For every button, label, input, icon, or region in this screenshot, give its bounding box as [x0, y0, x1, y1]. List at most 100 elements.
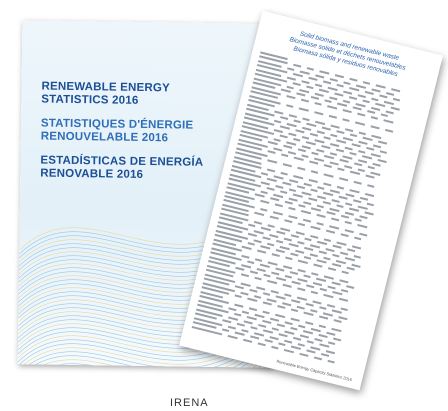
cell	[346, 285, 355, 290]
cell	[385, 128, 394, 133]
cell	[329, 77, 338, 82]
cell	[275, 184, 284, 189]
cell	[297, 240, 305, 245]
cell	[322, 201, 331, 205]
cell	[274, 119, 282, 124]
cell	[306, 85, 314, 90]
cell	[316, 204, 325, 208]
cell	[234, 312, 242, 317]
cell	[323, 164, 332, 169]
cell	[327, 285, 336, 290]
cell	[323, 136, 331, 141]
cell	[241, 310, 250, 314]
cell	[385, 110, 394, 115]
cell	[284, 320, 293, 325]
cell	[332, 254, 340, 258]
cell	[278, 342, 286, 347]
cell	[253, 220, 263, 225]
cell	[257, 341, 266, 346]
cell	[302, 219, 312, 224]
cell	[284, 293, 292, 297]
cell	[303, 182, 312, 187]
cell	[290, 308, 299, 313]
cell	[333, 337, 342, 342]
cell	[293, 336, 302, 341]
cell	[349, 152, 357, 156]
cell	[323, 182, 332, 187]
cell	[344, 220, 353, 225]
cell	[318, 324, 326, 329]
cell	[297, 268, 306, 273]
cell	[336, 186, 345, 190]
cell	[241, 254, 250, 259]
cell	[288, 187, 297, 192]
cell	[266, 168, 276, 173]
cell	[280, 153, 289, 158]
cell	[247, 223, 256, 228]
cell	[247, 242, 255, 246]
cell	[228, 306, 237, 311]
cell	[297, 148, 306, 153]
cell	[372, 144, 382, 149]
cell	[345, 128, 354, 132]
cell	[319, 306, 327, 311]
cell	[357, 112, 366, 117]
cell	[271, 345, 279, 349]
cell	[379, 150, 387, 155]
cell	[289, 271, 299, 276]
cell	[379, 94, 388, 99]
cell	[305, 321, 314, 326]
cell	[336, 84, 344, 88]
cell	[247, 260, 255, 265]
cell	[304, 238, 312, 242]
cell	[287, 67, 295, 71]
cell	[262, 292, 271, 297]
cell	[288, 113, 298, 118]
cell	[284, 274, 293, 279]
cell	[314, 101, 322, 106]
cell	[267, 150, 276, 155]
cell	[296, 305, 305, 310]
cell	[310, 188, 318, 193]
cell	[260, 171, 269, 176]
cell	[322, 80, 332, 85]
cell	[287, 150, 297, 155]
cell	[310, 170, 319, 174]
cell	[266, 186, 275, 191]
cell	[271, 271, 280, 276]
cell	[349, 133, 358, 138]
cell	[366, 202, 374, 207]
cell	[270, 289, 279, 294]
cell	[380, 113, 388, 118]
cell	[288, 132, 297, 137]
cell	[309, 133, 319, 137]
cell	[286, 85, 294, 90]
cell	[254, 276, 262, 281]
cell	[300, 98, 310, 103]
cover-title: RENOVABLE 2016	[40, 167, 144, 181]
cell	[271, 326, 280, 331]
cell	[331, 216, 340, 221]
cell	[292, 82, 301, 87]
cell	[241, 328, 249, 333]
cell	[306, 284, 315, 289]
cell	[290, 326, 298, 331]
cell	[319, 288, 327, 292]
cell	[290, 234, 299, 239]
cell	[340, 214, 350, 219]
cell	[354, 218, 362, 222]
cell	[341, 288, 349, 293]
cell	[328, 340, 336, 345]
cell	[316, 222, 324, 227]
wave-line	[17, 335, 274, 368]
cell	[301, 80, 310, 85]
cell	[280, 172, 288, 176]
cover-title: STATISTICS 2016	[41, 93, 139, 107]
cell	[340, 233, 349, 238]
cell	[284, 219, 293, 224]
cell	[297, 287, 306, 291]
cell	[311, 151, 319, 156]
cover-title: RENOUVELABLE 2016	[40, 130, 169, 145]
cell	[336, 130, 345, 135]
cell	[314, 355, 323, 360]
